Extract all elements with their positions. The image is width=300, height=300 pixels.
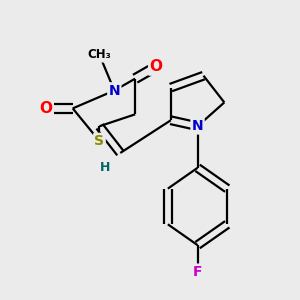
Text: N: N <box>192 119 203 133</box>
Text: F: F <box>193 265 202 279</box>
Text: H: H <box>100 161 111 174</box>
Text: S: S <box>94 134 104 148</box>
Text: O: O <box>149 59 162 74</box>
Text: O: O <box>40 101 52 116</box>
Text: N: N <box>109 84 120 98</box>
Text: CH₃: CH₃ <box>88 48 111 62</box>
